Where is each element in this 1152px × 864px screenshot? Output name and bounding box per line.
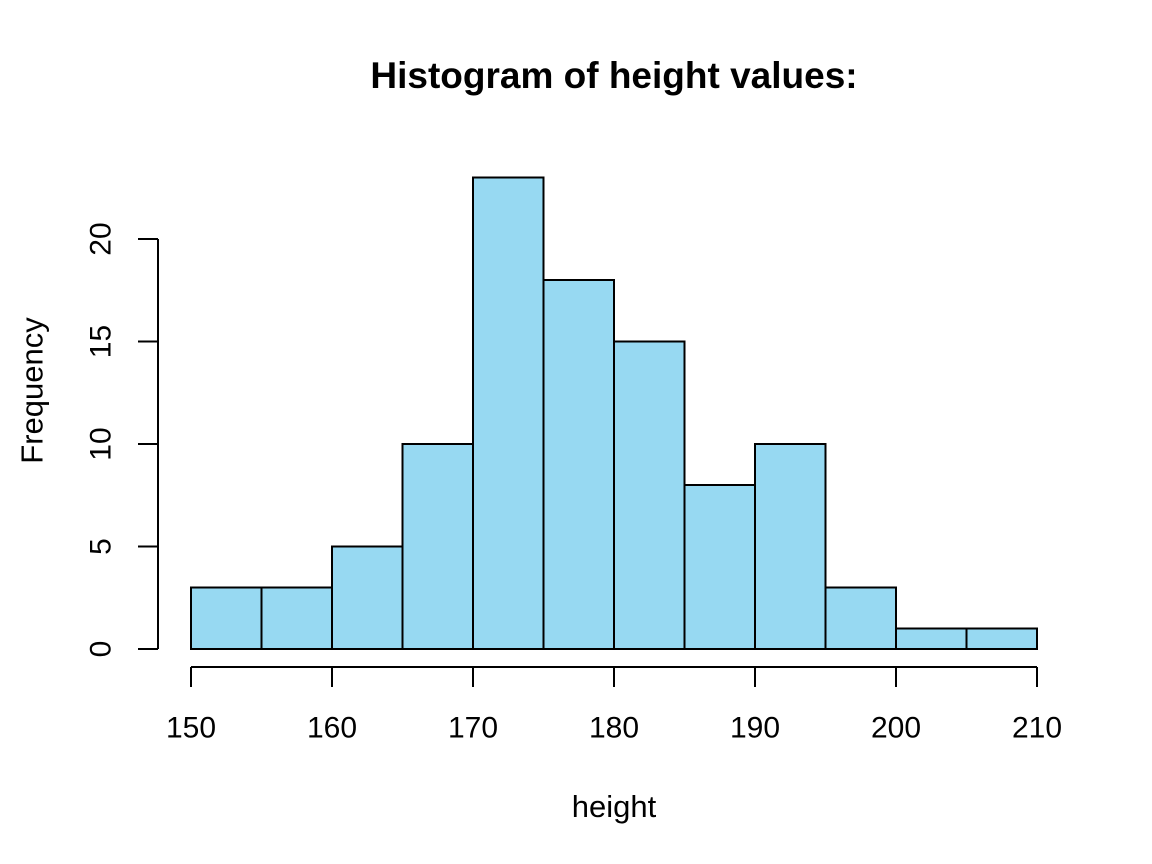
y-tick-label: 0 <box>85 641 118 658</box>
histogram-bar <box>542 279 615 650</box>
histogram-bar <box>401 443 474 650</box>
y-tick-label: 10 <box>85 427 118 460</box>
histogram-bar <box>331 545 404 650</box>
x-axis-label: height <box>571 789 657 824</box>
y-tick-label: 20 <box>85 222 118 255</box>
y-tick-label: 15 <box>85 325 118 358</box>
x-tick-label: 200 <box>871 712 921 745</box>
x-tick-label: 190 <box>730 712 780 745</box>
histogram-bar <box>472 176 545 650</box>
histogram-bar <box>683 484 756 650</box>
x-tick-label: 150 <box>166 712 216 745</box>
x-tick-label: 170 <box>448 712 498 745</box>
histogram-bar <box>613 340 686 650</box>
histogram-bar <box>260 586 333 650</box>
x-tick-label: 160 <box>307 712 357 745</box>
y-tick-label: 5 <box>85 538 118 555</box>
histogram-bar <box>965 627 1038 650</box>
histogram-bar <box>895 627 968 650</box>
chart-title: Histogram of height values: <box>370 55 858 96</box>
histogram-bar <box>190 586 263 650</box>
histogram-bar <box>754 443 827 650</box>
histogram-bar <box>824 586 897 650</box>
x-tick-label: 210 <box>1012 712 1062 745</box>
x-tick-label: 180 <box>589 712 639 745</box>
